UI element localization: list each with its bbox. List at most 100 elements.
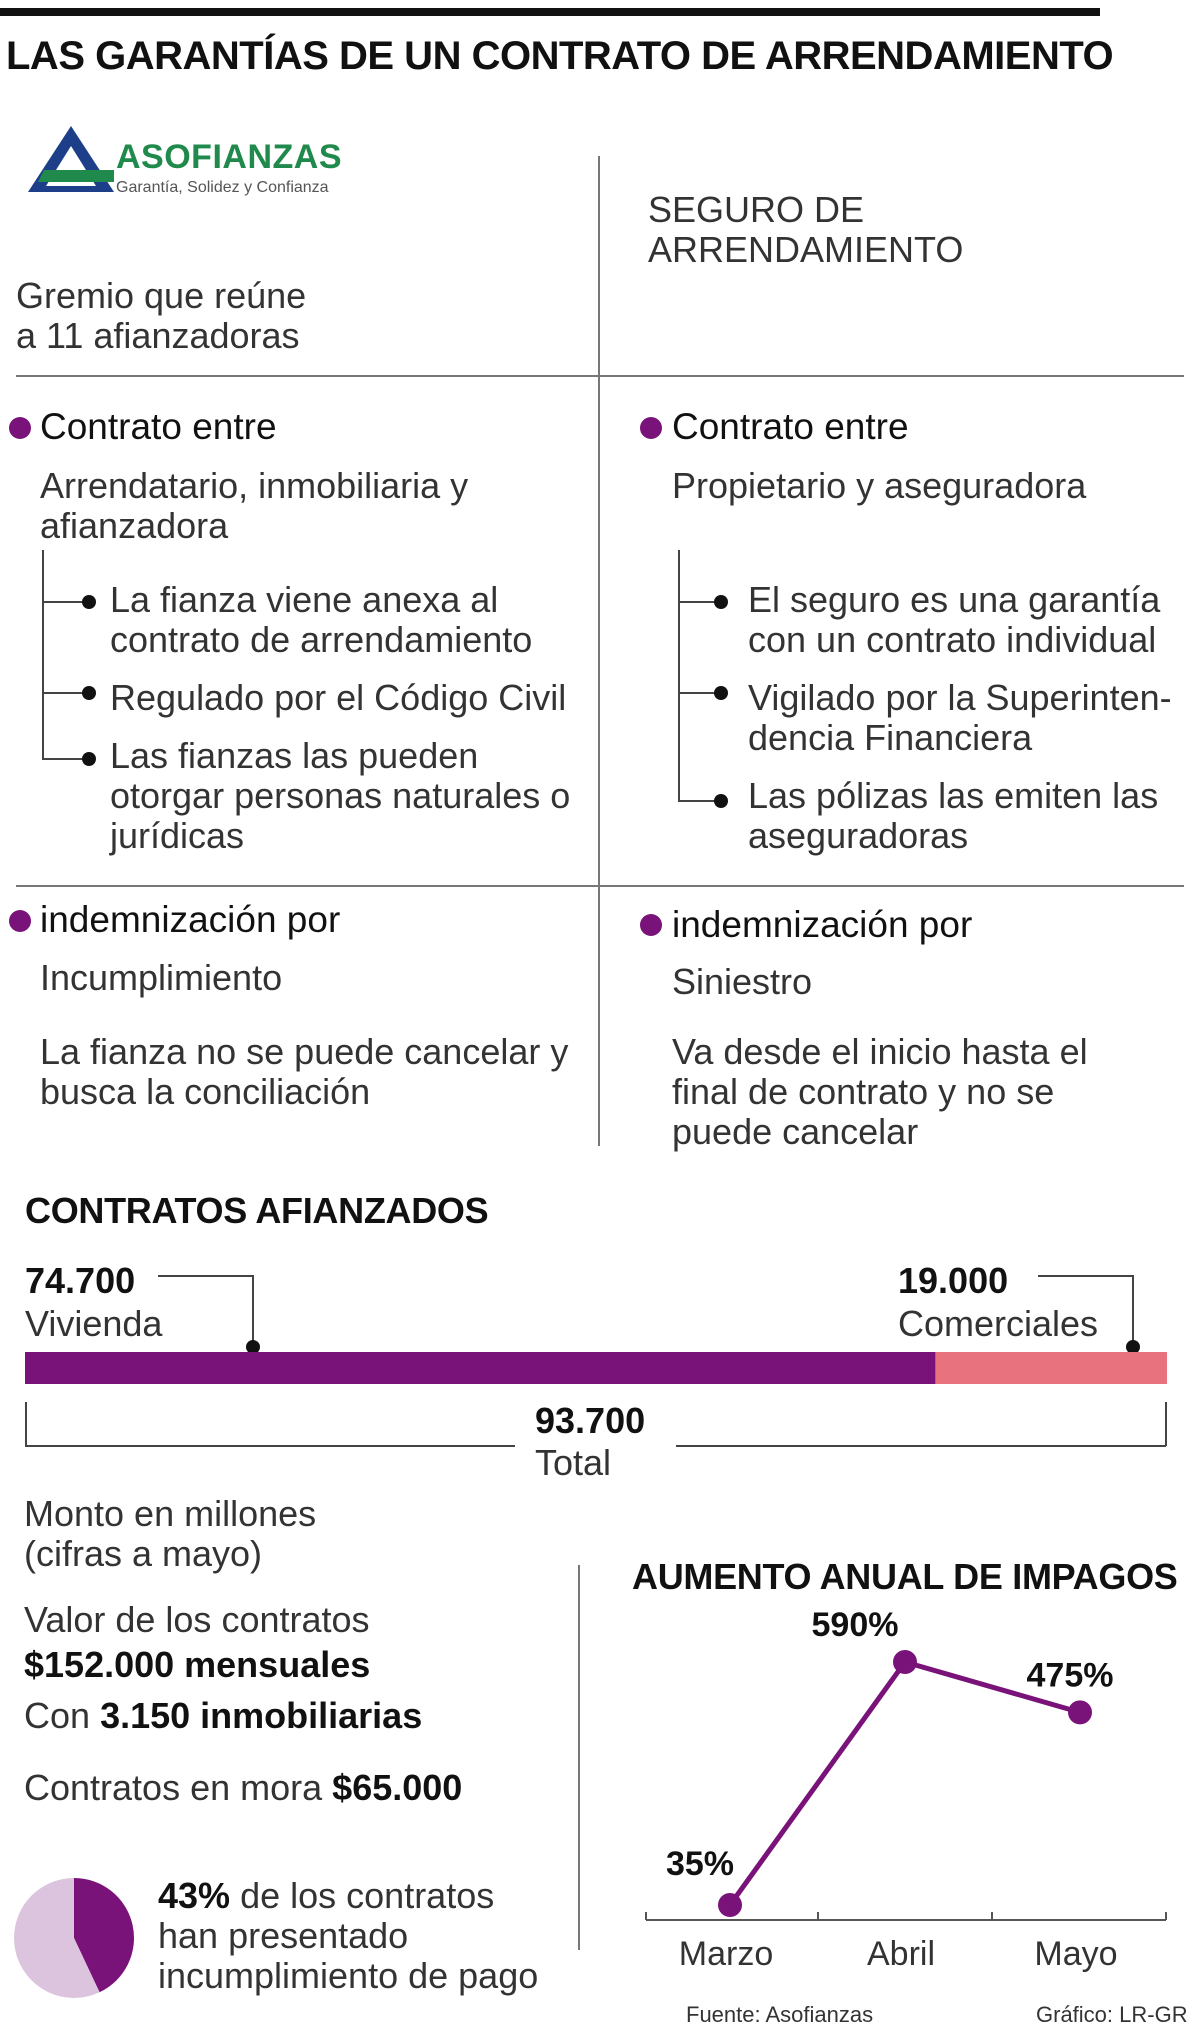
vivienda-value: 74.700 bbox=[25, 1260, 136, 1301]
contracts-heading: CONTRATOS AFIANZADOS bbox=[25, 1190, 489, 1231]
logo-name: ASOFIANZAS bbox=[116, 138, 342, 176]
bullet-line: con un contrato individual bbox=[748, 619, 1157, 660]
tree-branch bbox=[678, 692, 720, 694]
bullet-line: Vigilado por la Superinten- bbox=[748, 677, 1172, 718]
right-indemn-type: Siniestro bbox=[672, 961, 813, 1002]
top-rule bbox=[0, 8, 1100, 16]
right-contract-heading: Contrato entre bbox=[672, 406, 909, 447]
right-indemn-desc: Va desde el inicio hasta el final de con… bbox=[672, 1032, 1088, 1152]
row-divider bbox=[16, 375, 1184, 377]
left-indemn-heading: indemnización por bbox=[40, 899, 341, 940]
bullet-line: dencia Financiera bbox=[748, 717, 1033, 758]
row-divider bbox=[16, 885, 1184, 887]
left-indemn-type: Incumplimiento bbox=[40, 957, 283, 998]
bullet-line: El seguro es una garantía bbox=[748, 579, 1161, 620]
bullet-line: Las pólizas las emiten las bbox=[748, 775, 1159, 816]
left-contract-parties: Arrendatario, inmobiliaria y afianzadora bbox=[40, 466, 468, 546]
data-label: 475% bbox=[1027, 1656, 1114, 1694]
indemn-line: La fianza no se puede cancelar y bbox=[40, 1031, 569, 1072]
bullet-line: Las fianzas las pueden bbox=[110, 735, 479, 776]
pie-slice bbox=[14, 1878, 100, 1998]
callout-dot bbox=[246, 1340, 260, 1354]
bottom-divider bbox=[578, 1565, 580, 1950]
bar-segment-comerciales bbox=[935, 1352, 1167, 1384]
tree-line bbox=[678, 550, 680, 800]
page-title: LAS GARANTÍAS DE UN CONTRATO DE ARRENDAM… bbox=[6, 34, 1114, 78]
asofianzas-logo-icon bbox=[28, 126, 114, 192]
total-bracket bbox=[676, 1445, 1166, 1447]
total-bracket bbox=[25, 1402, 27, 1446]
right-indemn-heading: indemnización por bbox=[672, 904, 973, 945]
right-intro: SEGURO DE ARRENDAMIENTO bbox=[648, 190, 963, 270]
left-intro-line: a 11 afianzadoras bbox=[16, 315, 300, 356]
left-intro: Gremio que reúne a 11 afianzadoras bbox=[16, 276, 306, 356]
section-dot bbox=[9, 910, 31, 932]
right-intro-line: SEGURO DE bbox=[648, 189, 865, 230]
right-bullet-3: Las pólizas las emiten las aseguradoras bbox=[748, 776, 1158, 856]
x-tick-label: Marzo bbox=[679, 1935, 773, 1973]
section-dot bbox=[9, 417, 31, 439]
bullet-dot bbox=[82, 752, 96, 766]
indemn-line: final de contrato y no se bbox=[672, 1071, 1055, 1112]
overdue-amount: $65.000 bbox=[332, 1767, 463, 1808]
column-divider bbox=[598, 156, 600, 1146]
x-tick-label: Abril bbox=[867, 1935, 935, 1973]
with-prefix: Con bbox=[24, 1695, 91, 1736]
left-bullet-3: Las fianzas las pueden otorgar personas … bbox=[110, 736, 570, 856]
callout-line bbox=[158, 1275, 254, 1277]
overdue-line: Contratos en mora $65.000 bbox=[24, 1768, 462, 1808]
value-label: Valor de los contratos bbox=[24, 1599, 370, 1640]
left-intro-line: Gremio que reúne bbox=[16, 275, 307, 316]
total-bracket bbox=[1165, 1402, 1167, 1446]
bullet-line: contrato de arrendamiento bbox=[110, 619, 533, 660]
tree-branch bbox=[42, 692, 88, 694]
bullet-dot bbox=[82, 595, 96, 609]
left-parties-line: Arrendatario, inmobiliaria y bbox=[40, 465, 469, 506]
section-dot bbox=[640, 914, 662, 936]
callout-line bbox=[252, 1275, 254, 1343]
line-chart: 35% Marzo 590% Abril 475% Mayo bbox=[645, 1606, 1167, 1973]
with-line: Con 3.150 inmobiliarias bbox=[24, 1696, 422, 1736]
bullet-dot bbox=[714, 595, 728, 609]
bullet-line: jurídicas bbox=[110, 815, 245, 856]
total-value: 93.700 bbox=[535, 1400, 646, 1441]
tree-line bbox=[42, 550, 44, 758]
tree-branch bbox=[42, 758, 88, 760]
money-intro-line: (cifras a mayo) bbox=[24, 1533, 263, 1574]
pie-caption: 43% de los contratos han presentado incu… bbox=[158, 1876, 538, 1996]
callout-dot bbox=[1126, 1340, 1140, 1354]
stacked-bar-chart bbox=[25, 1352, 1167, 1384]
tree-branch bbox=[678, 601, 720, 603]
pie-caption-line: han presentado bbox=[158, 1915, 409, 1956]
bullet-line: Regulado por el Código Civil bbox=[110, 677, 567, 718]
indemn-line: puede cancelar bbox=[672, 1111, 919, 1152]
total-label: Total bbox=[535, 1442, 612, 1483]
pie-caption-line: 43% de los contratos bbox=[158, 1876, 538, 1916]
money-intro: Monto en millones (cifras a mayo) bbox=[24, 1494, 316, 1574]
pie-chart bbox=[14, 1878, 134, 1998]
bar-segment-vivienda bbox=[25, 1352, 936, 1384]
bullet-line: La fianza viene anexa al bbox=[110, 579, 499, 620]
data-label: 35% bbox=[666, 1845, 734, 1883]
left-contract-heading: Contrato entre bbox=[40, 406, 277, 447]
bullet-dot bbox=[714, 794, 728, 808]
section-dot bbox=[640, 417, 662, 439]
comerciales-value: 19.000 bbox=[898, 1260, 1009, 1301]
indemn-line: busca la conciliación bbox=[40, 1071, 371, 1112]
right-parties-line: Propietario y aseguradora bbox=[672, 465, 1087, 506]
overdue-label: Contratos en mora bbox=[24, 1767, 323, 1808]
logo-tagline: Garantía, Solidez y Confianza bbox=[116, 179, 329, 196]
data-point bbox=[1068, 1700, 1092, 1725]
x-tick-label: Mayo bbox=[1034, 1935, 1117, 1973]
impagos-heading: AUMENTO ANUAL DE IMPAGOS bbox=[632, 1556, 1178, 1597]
with-amount: 3.150 inmobiliarias bbox=[100, 1695, 423, 1736]
left-bullet-2: Regulado por el Código Civil bbox=[110, 678, 566, 718]
impagos-line bbox=[727, 1659, 1081, 1907]
right-bullet-1: El seguro es una garantía con un contrat… bbox=[748, 580, 1160, 660]
money-intro-line: Monto en millones bbox=[24, 1493, 317, 1534]
value-amount: $152.000 mensuales bbox=[24, 1644, 371, 1685]
total-bracket bbox=[25, 1445, 515, 1447]
right-contract-parties: Propietario y aseguradora bbox=[672, 466, 1086, 506]
indemn-line: Va desde el inicio hasta el bbox=[672, 1031, 1088, 1072]
bullet-line: otorgar personas naturales o bbox=[110, 775, 571, 816]
